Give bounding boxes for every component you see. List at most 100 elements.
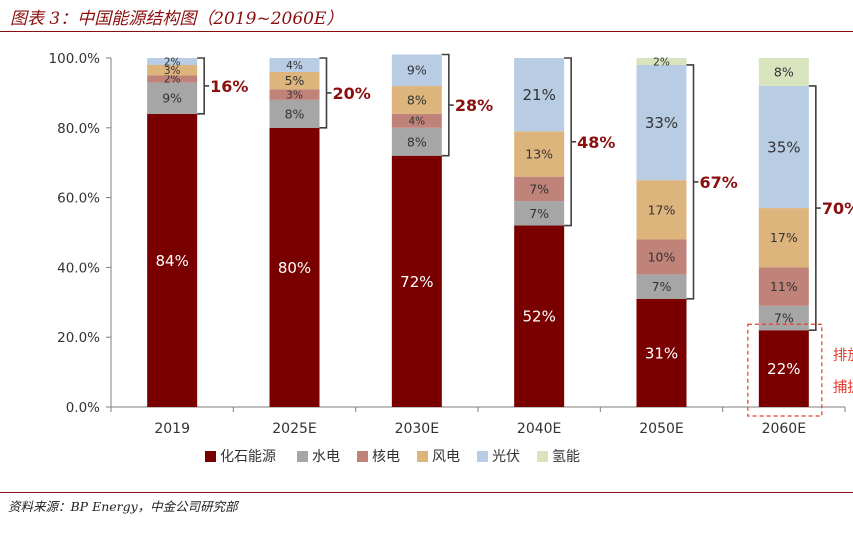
bar-segment <box>514 201 565 226</box>
data-label: 80% <box>278 259 311 277</box>
bar-segment <box>636 274 687 299</box>
data-label: 10% <box>648 249 676 264</box>
data-label: 17% <box>770 230 798 245</box>
bar-segment <box>147 64 198 76</box>
data-label: 31% <box>645 344 678 362</box>
non-fossil-bracket <box>197 57 205 115</box>
bar-segment <box>391 127 442 156</box>
bar-segment <box>636 58 687 65</box>
y-tick-label: 40.0% <box>57 260 100 276</box>
bar-segment <box>514 58 565 132</box>
data-label: 72% <box>400 273 433 291</box>
y-tick-label: 60.0% <box>57 191 100 207</box>
bar-segment <box>391 85 442 114</box>
data-label: 2% <box>164 74 181 86</box>
data-label: 52% <box>522 308 555 326</box>
data-label: 7% <box>774 311 794 326</box>
bar-segment <box>758 330 809 407</box>
title-rule <box>0 31 853 32</box>
non-fossil-bracket <box>564 57 572 227</box>
x-tick-label: 2030E <box>395 421 439 437</box>
data-label: 22% <box>767 360 800 378</box>
data-label: 7% <box>652 279 672 294</box>
data-label: 4% <box>286 60 303 72</box>
data-label: 21% <box>522 86 555 104</box>
legend-swatch <box>205 451 216 462</box>
data-label: 2% <box>164 56 181 68</box>
bar-segment <box>269 127 320 408</box>
legend-label: 水电 <box>312 449 340 465</box>
bar-segment <box>269 89 320 100</box>
non-fossil-bracket <box>319 57 328 129</box>
data-label: 84% <box>155 252 188 270</box>
data-label: 3% <box>286 89 303 101</box>
legend-label: 化石能源 <box>220 449 276 465</box>
non-fossil-bracket <box>686 64 695 300</box>
x-tick-label: 2019 <box>154 421 190 437</box>
data-label: 11% <box>770 279 798 294</box>
bar-segment <box>758 58 809 86</box>
bar-segment <box>636 239 687 275</box>
bar-segment <box>269 71 320 90</box>
data-label: 17% <box>648 202 676 217</box>
bar-segment <box>514 225 565 407</box>
legend-swatch <box>537 451 548 462</box>
bar-segment <box>269 99 320 128</box>
data-label: 9% <box>162 91 182 106</box>
data-label: 33% <box>645 114 678 132</box>
bar-segment <box>391 155 442 407</box>
bar-segment <box>636 64 687 181</box>
bar-segment <box>147 58 198 65</box>
bar-segment <box>758 85 809 209</box>
data-label: 2% <box>653 56 670 68</box>
data-label: 7% <box>529 206 549 221</box>
data-label: 4% <box>408 116 425 128</box>
non-fossil-bracket <box>441 53 450 157</box>
data-label: 35% <box>767 138 800 156</box>
legend-swatch <box>477 451 488 462</box>
bracket-label: 48% <box>577 133 615 152</box>
data-label: 13% <box>525 146 553 161</box>
non-fossil-bracket <box>808 85 817 332</box>
data-label: 8% <box>285 106 305 121</box>
x-tick-label: 2060E <box>762 421 806 437</box>
ccs-annotation-line: 捕捉覆盖 <box>833 379 853 396</box>
bar-segment <box>758 208 809 268</box>
ccs-highlight-box <box>747 323 823 417</box>
bar-segment <box>147 75 198 83</box>
y-tick-label: 100.0% <box>49 51 101 67</box>
legend-swatch <box>357 451 368 462</box>
bar-segment <box>514 176 565 202</box>
bar-segment <box>636 298 687 407</box>
chart-title: 图表 3：中国能源结构图（2019~2060E） <box>10 9 344 29</box>
data-label: 7% <box>529 181 549 196</box>
y-tick-label: 20.0% <box>57 330 100 346</box>
bar-segment <box>391 54 442 86</box>
bracket-label: 70% <box>822 199 853 218</box>
x-tick-label: 2040E <box>517 421 561 437</box>
data-label: 8% <box>407 134 427 149</box>
legend-label: 光伏 <box>492 449 520 465</box>
bar-segment <box>391 113 442 128</box>
bar-segment <box>147 82 198 114</box>
legend-label: 氢能 <box>552 449 580 465</box>
bracket-label: 20% <box>333 84 371 103</box>
stacked-bar-chart: 0.0%20.0%40.0%60.0%80.0%100.0%84%9%2%3%2… <box>49 51 853 465</box>
bar-segment <box>514 131 565 177</box>
source-rule <box>0 492 853 493</box>
data-label: 3% <box>164 65 181 77</box>
data-label: 8% <box>774 64 794 79</box>
bracket-label: 16% <box>210 77 248 96</box>
ccs-annotation-line: 排放量由碳 <box>833 347 853 364</box>
x-tick-label: 2050E <box>639 421 683 437</box>
legend-swatch <box>417 451 428 462</box>
legend-label: 核电 <box>372 449 400 465</box>
bar-segment <box>269 58 320 72</box>
bar-segment <box>758 305 809 331</box>
source-note: 资料来源：BP Energy，中金公司研究部 <box>8 499 238 514</box>
data-label: 9% <box>407 63 427 78</box>
bracket-label: 67% <box>700 173 738 192</box>
legend-label: 风电 <box>432 449 460 465</box>
bar-segment <box>636 180 687 240</box>
bracket-label: 28% <box>455 96 493 115</box>
